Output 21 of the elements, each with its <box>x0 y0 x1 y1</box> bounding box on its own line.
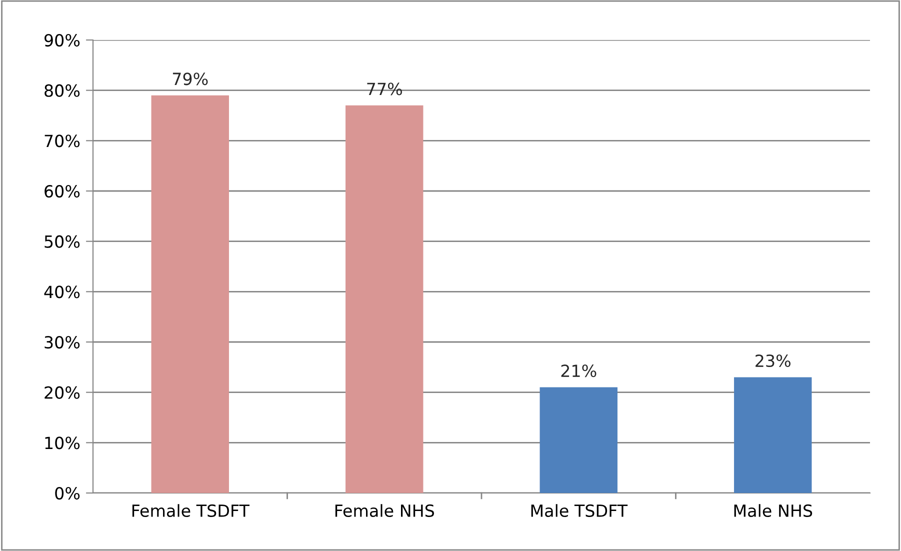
y-tick-label: 70% <box>44 134 80 148</box>
y-tick-label: 90% <box>44 34 80 47</box>
data-label: 23% <box>756 354 790 368</box>
bar <box>151 95 229 493</box>
y-tick-label: 50% <box>44 235 80 248</box>
y-tick-label: 40% <box>44 286 80 298</box>
y-tick-label: 20% <box>44 386 80 399</box>
y-tick-label: 0% <box>55 486 80 500</box>
x-tick-label: Female NHS <box>335 504 434 518</box>
y-tick-label: 10% <box>45 436 80 450</box>
y-tick-label: 80% <box>44 84 80 97</box>
x-tick-label: Male NHS <box>734 504 812 518</box>
y-tick-label: 30% <box>44 336 80 349</box>
bar <box>734 377 812 493</box>
bar <box>346 105 424 493</box>
bar <box>540 387 618 493</box>
data-label: 79% <box>172 72 208 86</box>
y-tick-label: 60% <box>44 184 80 198</box>
x-tick-label: Male TSDFT <box>531 504 628 518</box>
x-tick-label: Female TSDFT <box>132 504 250 518</box>
data-label: 21% <box>561 364 596 378</box>
